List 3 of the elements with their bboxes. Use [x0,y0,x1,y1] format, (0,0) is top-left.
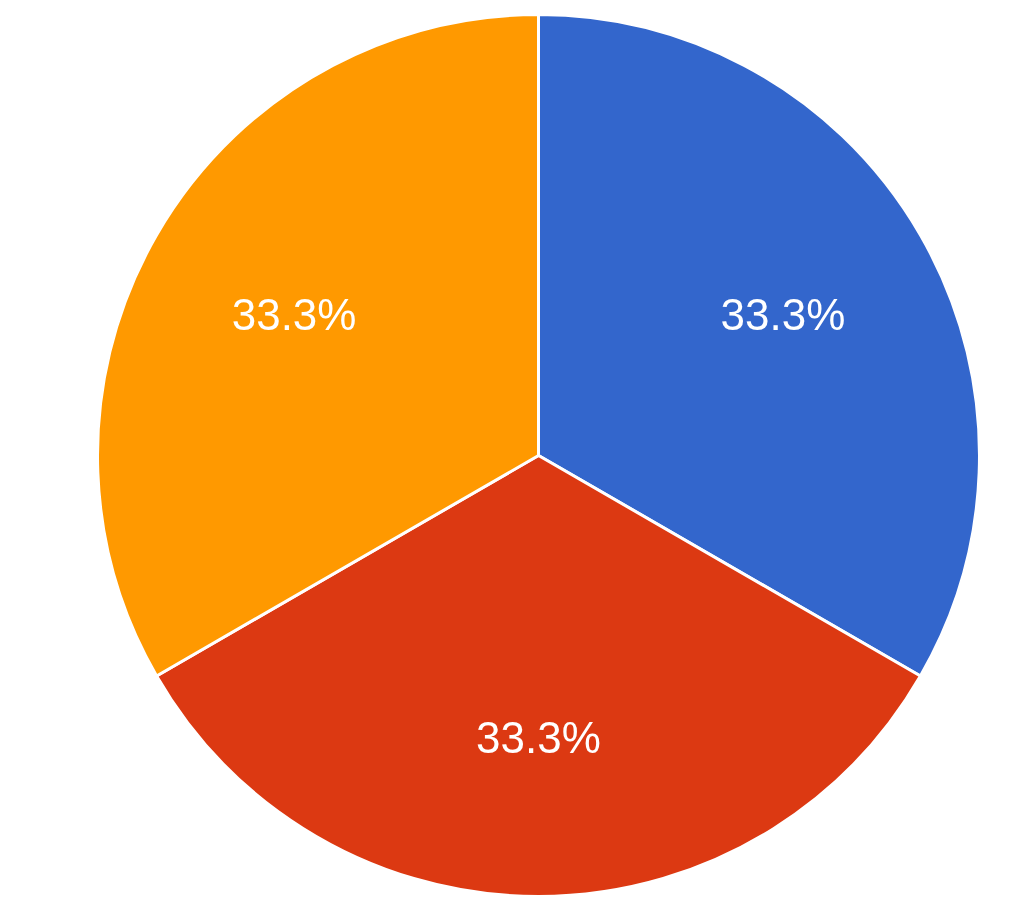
data-label: 33.3% [720,289,846,339]
data-label: 33.3% [476,713,601,763]
data-label: 33.3% [231,289,357,339]
